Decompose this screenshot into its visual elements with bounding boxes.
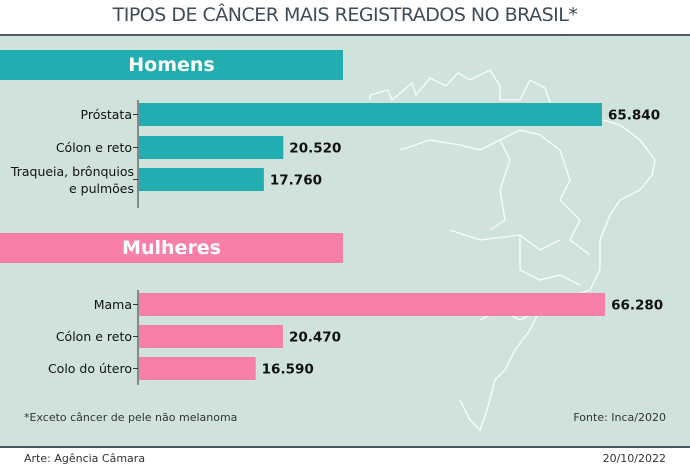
mulheres-category-label: Cólon e reto xyxy=(56,329,132,344)
homens-bar xyxy=(139,168,264,191)
mulheres-category-label: Colo do útero xyxy=(48,361,132,376)
source: Fonte: Inca/2020 xyxy=(573,411,666,424)
top-divider xyxy=(0,34,690,36)
date: 20/10/2022 xyxy=(602,452,666,465)
chart-title: TIPOS DE CÂNCER MAIS REGISTRADOS NO BRAS… xyxy=(112,4,578,26)
homens-bar xyxy=(139,136,284,159)
mulheres-value-label: 16.590 xyxy=(262,362,314,378)
mulheres-bar xyxy=(139,357,256,380)
homens-header: Homens xyxy=(0,50,343,80)
homens-value-label: 20.520 xyxy=(289,141,341,157)
footnote: *Exceto câncer de pele não melanoma xyxy=(24,411,238,424)
homens-bar xyxy=(139,103,602,126)
homens-category-label: Próstata xyxy=(81,107,132,122)
mulheres-header: Mulheres xyxy=(0,233,343,263)
mulheres-category-label: Mama xyxy=(94,297,132,312)
homens-value-label: 17.760 xyxy=(270,173,322,189)
mulheres-value-label: 20.470 xyxy=(289,330,341,346)
homens-value-label: 65.840 xyxy=(608,108,660,124)
bottom-divider xyxy=(0,446,690,448)
homens-category-label: Cólon e reto xyxy=(56,140,132,155)
mulheres-bar xyxy=(139,293,606,316)
mulheres-bar xyxy=(139,325,283,348)
credit: Arte: Agência Câmara xyxy=(24,452,146,465)
mulheres-value-label: 66.280 xyxy=(611,298,663,314)
homens-category-label: Traqueia, brônquios e pulmões xyxy=(10,164,134,196)
